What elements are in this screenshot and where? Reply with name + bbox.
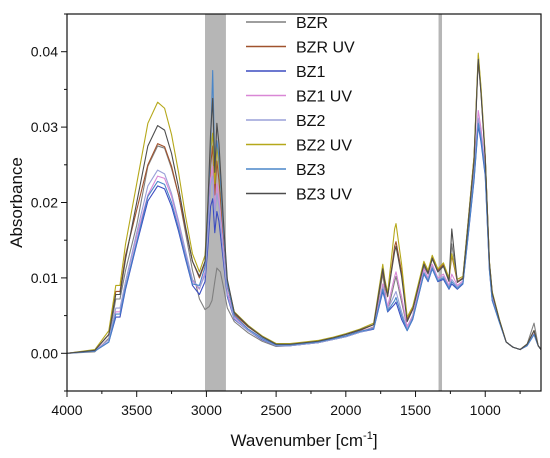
legend-label-bz3: BZ3 xyxy=(296,162,325,179)
y-tick-label: 0.03 xyxy=(31,119,58,135)
x-tick-label: 2500 xyxy=(261,402,292,418)
y-tick-label: 0.04 xyxy=(31,44,58,60)
legend-label-bz2: BZ2 xyxy=(296,113,325,130)
y-axis-title: Absorbance xyxy=(7,157,26,248)
x-tick-label: 4000 xyxy=(51,402,82,418)
x-axis-title-end: ] xyxy=(373,431,378,450)
y-tick-label: 0.02 xyxy=(31,195,58,211)
legend-label-bz1-uv: BZ1 UV xyxy=(296,89,352,106)
x-tick-label: 1500 xyxy=(400,402,431,418)
x-tick-label: 1000 xyxy=(470,402,501,418)
x-ticks: 4000 3500 3000 2500 2000 1500 1000 xyxy=(51,391,521,418)
x-axis-title-main: Wavenumber [cm xyxy=(230,431,363,450)
series-line-bz3 xyxy=(66,70,542,354)
y-tick-label: 0.01 xyxy=(31,270,58,286)
legend-label-bz2-uv: BZ2 UV xyxy=(296,138,352,155)
legend-label-bzr: BZR xyxy=(296,15,328,32)
spectra-lines xyxy=(66,52,542,354)
series-line-bz3-uv xyxy=(66,58,542,354)
x-tick-label: 3500 xyxy=(121,402,152,418)
x-axis-title-superscript: -1 xyxy=(363,430,373,442)
legend-label-bzr-uv: BZR UV xyxy=(296,40,355,57)
legend: BZR BZR UV BZ1 BZ1 UV BZ2 BZ2 UV BZ3 BZ3 UV xyxy=(246,15,355,204)
series-line-bz1 xyxy=(66,125,542,354)
highlight-band-1 xyxy=(438,14,443,391)
legend-label-bz3-uv: BZ3 UV xyxy=(296,187,352,204)
x-tick-label: 2000 xyxy=(330,402,361,418)
legend-label-bz1: BZ1 xyxy=(296,64,325,81)
y-tick-label: 0.00 xyxy=(31,345,58,361)
y-ticks: 0.00 0.01 0.02 0.03 0.04 xyxy=(31,13,67,392)
x-tick-label: 3000 xyxy=(191,402,222,418)
x-axis-title: Wavenumber [cm-1] xyxy=(230,430,377,450)
